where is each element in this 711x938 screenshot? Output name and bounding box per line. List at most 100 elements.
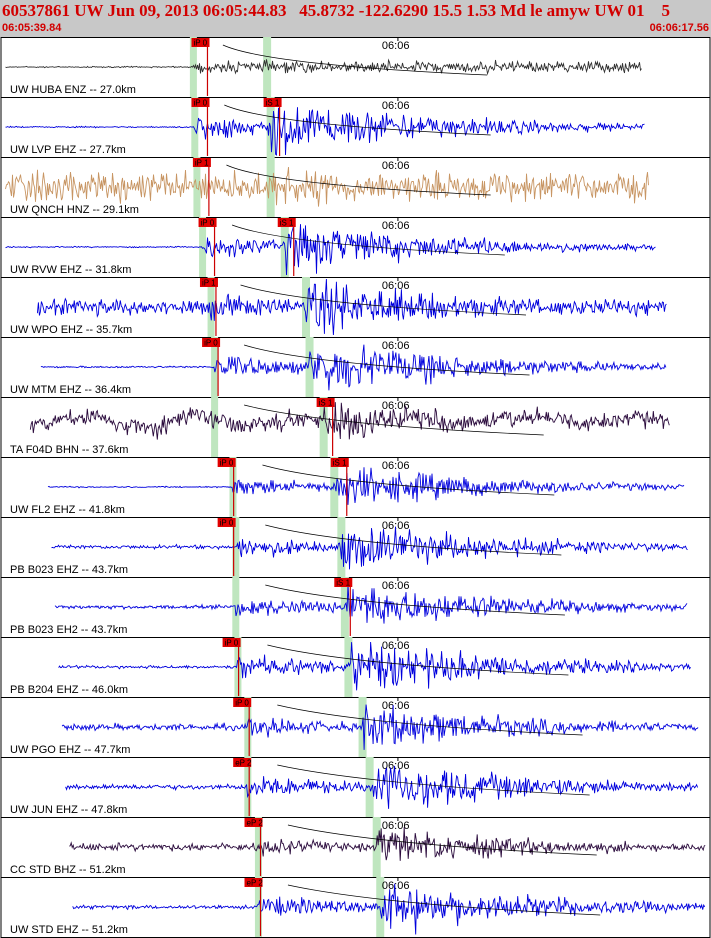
p-window-band [211,397,219,457]
travel-time-curve [231,224,505,256]
s-window-band [337,517,346,577]
pick-label: iS 1 [280,219,294,228]
pick-label: iS 1 [319,399,333,408]
s-window-band [376,877,385,937]
waveform-trace [5,58,642,76]
waveform-trace [40,344,667,391]
time-tick-label: 06:06 [382,340,410,352]
pick-flag [202,338,221,347]
pick-flag [244,878,263,887]
pick-label: iP 0 [220,459,234,468]
travel-time-curve [287,824,597,856]
waveform-trace [61,704,699,750]
station-label: PB B204 EHZ -- 46.0km [10,684,128,696]
waveform-trace [5,224,656,276]
pick-flag [217,458,236,467]
time-tick-label: 06:06 [382,40,410,52]
p-window-band [207,277,215,337]
travel-time-curve [277,764,590,796]
station-label: UW RVW EHZ -- 31.8km [10,264,131,276]
station-label: UW WPO EHZ -- 35.7km [10,324,132,336]
waveform-trace [5,107,645,156]
travel-time-curve [287,884,601,916]
s-window-band [263,37,272,97]
p-window-band [234,637,242,697]
pick-flag [198,218,217,227]
pick-label: iP 0 [193,39,207,48]
time-tick-label: 06:06 [382,400,410,412]
p-window-band [189,37,197,97]
s-window-band [266,157,275,217]
station-label: UW STD EHZ -- 51.2km [10,924,128,936]
pick-flag [217,518,236,527]
waveform-trace [69,827,706,861]
p-window-band [244,697,252,757]
travel-time-curve [262,464,555,496]
time-tick-label: 06:06 [382,580,410,592]
pick-label: iP 0 [225,639,239,648]
pick-flag [316,398,335,407]
pick-label: eP 2 [235,759,252,768]
station-label: UW PGO EHZ -- 47.7km [10,744,130,756]
pick-label: iP 0 [201,219,215,228]
time-tick-label: 06:06 [382,640,410,652]
pick-flag [191,98,210,107]
s-window-band [340,577,349,637]
pick-flag [330,458,349,467]
travel-time-curve [224,104,491,136]
s-window-band [305,337,314,397]
station-label: PB B023 EHZ -- 43.7km [10,564,128,576]
pick-label: iS 1 [336,579,350,588]
pick-label: iP 0 [220,519,234,528]
pick-flag [263,98,282,107]
time-tick-label: 06:06 [382,280,410,292]
time-tick-label: 06:06 [382,760,410,772]
pick-label: eP 2 [247,819,264,828]
travel-time-curve [265,524,562,556]
waveform-trace [36,278,667,336]
event-title: 60537861 UW Jun 09, 2013 06:05:44.83 45.… [2,1,671,20]
pick-label: iP 1 [202,279,216,288]
travel-time-curve [226,164,491,196]
travel-time-curve [277,704,583,736]
pick-flag [191,38,210,47]
start-time-label: 06:05:39.84 [2,22,62,34]
travel-time-curve [244,404,544,436]
s-window-band [330,457,339,517]
station-label: UW QNCH HNZ -- 29.1km [10,204,139,216]
time-tick-label: 06:06 [382,460,410,472]
station-label: UW JUN EHZ -- 47.8km [10,804,127,816]
time-tick-label: 06:06 [382,520,410,532]
pick-flag [199,278,218,287]
s-window-band [302,277,311,337]
event-header: 60537861 UW Jun 09, 2013 06:05:44.83 45.… [0,0,711,37]
station-label: PB B023 EH2 -- 43.7km [10,624,127,636]
travel-time-curve [222,44,488,76]
p-window-band [244,757,252,817]
waveform-trace [5,166,649,207]
pick-label: iP 0 [204,339,218,348]
waveform-trace [72,883,706,935]
pick-flag [334,578,353,587]
waveform-trace [29,402,670,440]
p-window-band [211,337,219,397]
seismogram-plot: 06:06 iP 0 UW HUBA ENZ -- 27.0km 06:06 iP 0 i… [0,37,711,938]
time-tick-label: 06:06 [382,100,410,112]
time-tick-label: 06:06 [382,700,410,712]
pick-flag [233,698,252,707]
waveform-trace [65,765,699,809]
pick-label: eP 2 [247,879,264,888]
pick-flag [192,158,211,167]
waveform-trace [51,526,688,570]
pick-label: iP 0 [193,99,207,108]
p-window-band [254,877,262,937]
waveform-trace [54,584,688,624]
travel-time-curve [240,284,527,316]
station-label: CC STD BHZ -- 51.2km [10,864,126,876]
end-time-label: 06:06:17.56 [649,22,709,34]
station-label: UW LVP EHZ -- 27.7km [10,144,126,156]
travel-time-curve [265,584,565,616]
pick-label: iP 1 [195,159,209,168]
s-window-band [319,397,328,457]
p-window-band [191,97,199,157]
